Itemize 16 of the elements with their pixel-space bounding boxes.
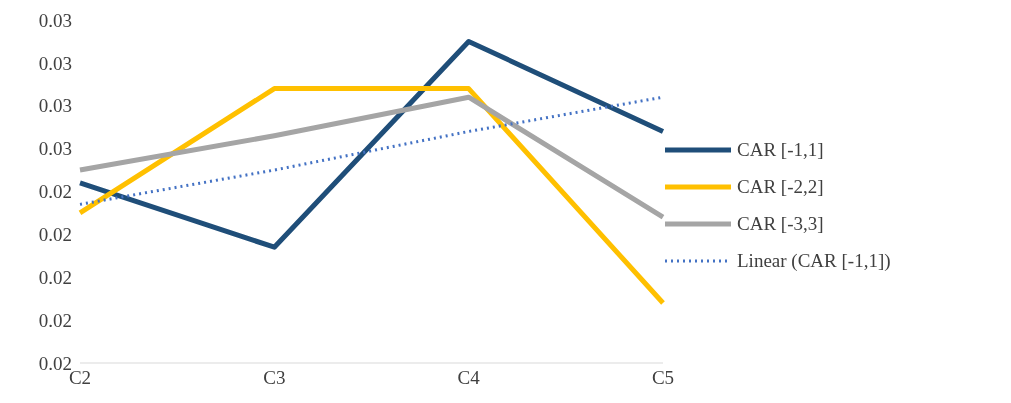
- legend-label: Linear (CAR [-1,1]): [737, 250, 891, 272]
- y-tick-label: 0.02: [38, 309, 72, 331]
- y-tick-label: 0.02: [38, 266, 72, 288]
- y-tick-label: 0.02: [38, 181, 72, 203]
- y-tick-label: 0.03: [38, 9, 72, 31]
- x-tick-label: C3: [263, 367, 286, 389]
- y-tick-label: 0.03: [38, 138, 72, 160]
- y-tick-label: 0.02: [38, 224, 72, 246]
- legend-label: CAR [-2,2]: [737, 176, 824, 198]
- legend-label: CAR [-3,3]: [737, 213, 824, 235]
- legend-label: CAR [-1,1]: [737, 139, 824, 161]
- y-tick-label: 0.02: [38, 352, 72, 374]
- x-tick-label: C5: [651, 367, 675, 389]
- x-tick-label: C4: [457, 367, 481, 389]
- y-tick-label: 0.03: [38, 52, 72, 74]
- y-tick-label: 0.03: [38, 95, 72, 117]
